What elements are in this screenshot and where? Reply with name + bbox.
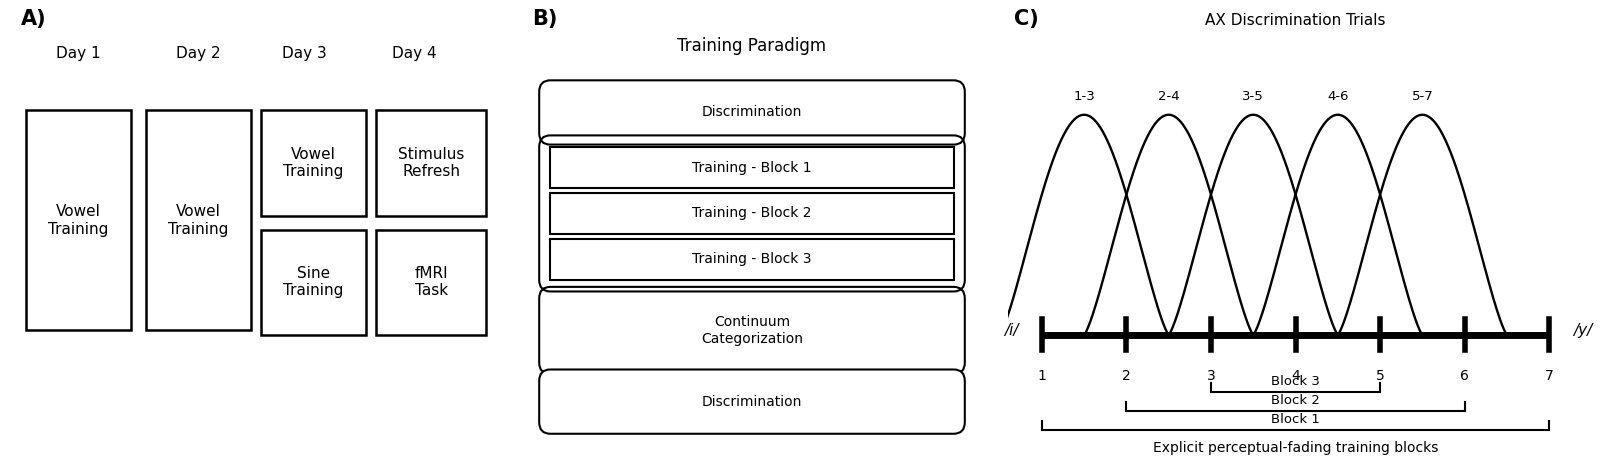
FancyBboxPatch shape [539,369,965,434]
FancyBboxPatch shape [376,110,486,216]
FancyBboxPatch shape [550,147,954,188]
Text: Day 4: Day 4 [392,46,437,61]
Text: 3-5: 3-5 [1242,90,1264,103]
Text: Day 2: Day 2 [176,46,221,61]
FancyBboxPatch shape [261,110,366,216]
Text: Training Paradigm: Training Paradigm [677,37,827,55]
FancyBboxPatch shape [550,239,954,280]
Text: Training - Block 1: Training - Block 1 [693,161,811,174]
FancyBboxPatch shape [550,193,954,234]
Text: C): C) [1014,9,1038,29]
Text: Discrimination: Discrimination [702,395,802,409]
Text: /i/: /i/ [1003,323,1018,338]
Text: 4: 4 [1291,369,1299,383]
Text: Block 3: Block 3 [1270,375,1320,388]
Text: 4-6: 4-6 [1326,90,1349,103]
Text: 5-7: 5-7 [1411,90,1434,103]
FancyBboxPatch shape [261,230,366,335]
Text: Block 1: Block 1 [1270,414,1320,426]
FancyBboxPatch shape [376,230,486,335]
Text: A): A) [21,9,46,29]
FancyBboxPatch shape [539,287,965,374]
Text: Vowel
Training: Vowel Training [48,204,109,236]
Text: Explicit perceptual-fading training blocks: Explicit perceptual-fading training bloc… [1154,441,1438,455]
Text: Day 3: Day 3 [282,46,326,61]
FancyBboxPatch shape [539,80,965,145]
Text: B): B) [533,9,558,29]
Text: Day 1: Day 1 [56,46,101,61]
Text: /y/: /y/ [1573,323,1592,338]
Text: Training - Block 2: Training - Block 2 [693,207,811,220]
Text: Stimulus
Refresh: Stimulus Refresh [398,147,464,179]
Text: 7: 7 [1546,369,1554,383]
FancyBboxPatch shape [26,110,131,330]
Text: fMRI
Task: fMRI Task [414,266,448,298]
Text: 2: 2 [1122,369,1131,383]
Text: 1: 1 [1037,369,1046,383]
Text: Continuum
Categorization: Continuum Categorization [701,315,803,346]
Text: 5: 5 [1376,369,1384,383]
Text: Vowel
Training: Vowel Training [283,147,344,179]
Text: 3: 3 [1206,369,1216,383]
Text: Training - Block 3: Training - Block 3 [693,252,811,266]
Text: AX Discrimination Trials: AX Discrimination Trials [1205,13,1386,28]
Text: 6: 6 [1461,369,1469,383]
Text: 2-4: 2-4 [1158,90,1179,103]
FancyBboxPatch shape [146,110,251,330]
Text: 1-3: 1-3 [1074,90,1094,103]
Text: Vowel
Training: Vowel Training [168,204,229,236]
Text: Sine
Training: Sine Training [283,266,344,298]
Text: Block 2: Block 2 [1270,394,1320,408]
Text: Discrimination: Discrimination [702,106,802,119]
